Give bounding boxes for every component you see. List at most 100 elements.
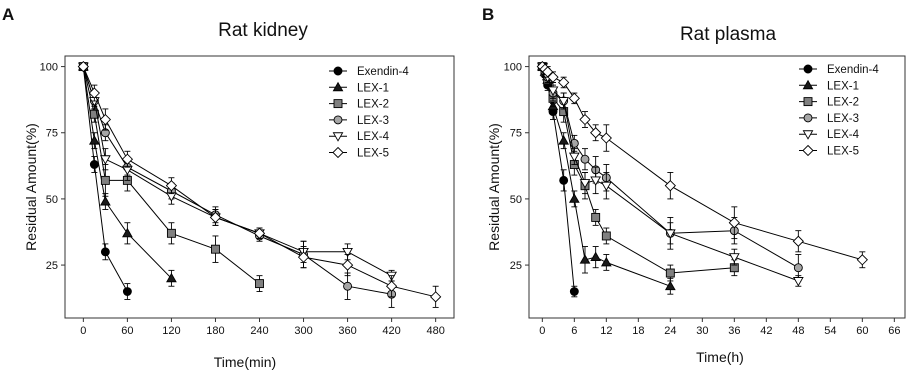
x-tick-label: 420 [382, 325, 400, 337]
data-point [99, 113, 112, 126]
data-point [211, 244, 220, 254]
legend-item: LEX-1 [329, 81, 389, 94]
data-point [89, 109, 99, 119]
panel-a-series [77, 60, 442, 308]
data-point [547, 71, 559, 83]
data-point [166, 272, 177, 283]
x-tick-label: 54 [824, 325, 836, 337]
data-point [590, 176, 602, 186]
series-lex-2 [537, 62, 739, 282]
series-line [82, 66, 392, 295]
data-point [209, 211, 222, 224]
data-point [728, 253, 740, 263]
x-tick-label: 24 [664, 325, 676, 337]
legend-marker [332, 132, 344, 142]
legend-item: LEX-4 [329, 131, 390, 143]
data-point [88, 135, 100, 145]
y-tick-label: 100 [504, 62, 522, 74]
x-tick-label: 180 [206, 325, 224, 337]
legend-marker [803, 97, 813, 107]
legend-label: LEX-3 [357, 115, 389, 127]
data-point [122, 227, 133, 238]
y-tick-label: 75 [46, 128, 58, 140]
series-lex-5 [536, 60, 868, 269]
legend-label: LEX-1 [357, 82, 389, 94]
data-point [99, 155, 111, 165]
x-tick-label: 480 [426, 325, 444, 337]
y-tick-label: 25 [46, 260, 58, 272]
x-tick-label: 360 [338, 325, 356, 337]
data-point [664, 280, 676, 291]
data-point [664, 229, 676, 239]
series-line [82, 66, 128, 292]
data-point [430, 291, 442, 303]
legend-marker [333, 99, 343, 109]
legend-label: LEX-5 [827, 146, 859, 158]
panel-b-letter: B [482, 5, 494, 24]
legend-item: LEX-3 [329, 115, 389, 127]
panel-b-title: Rat plasma [680, 24, 777, 45]
y-tick-label: 50 [510, 194, 522, 206]
data-point [579, 179, 591, 189]
data-point [600, 132, 612, 144]
legend-item: LEX-3 [799, 113, 859, 125]
panel-b: B Rat plasma 0 6 12 18 24 30 36 42 48 54 60 66 25 50 7… [482, 5, 906, 365]
x-tick-label: 66 [888, 325, 900, 337]
data-point [166, 228, 176, 238]
series-lex-3 [78, 62, 397, 308]
data-point [568, 193, 580, 203]
legend-label: Exendin-4 [357, 66, 409, 78]
data-point [165, 180, 178, 192]
data-point [590, 127, 602, 139]
y-tick-label: 100 [40, 62, 58, 74]
legend-marker [802, 79, 814, 90]
panel-a: A Rat kidney 0 60 120 180 240 300 360 420 480 25 5… [2, 5, 455, 370]
data-point [297, 251, 310, 263]
panel-a-axes: 0 60 120 180 240 300 360 420 480 25 50 75 100 [40, 62, 445, 337]
legend-item: LEX-2 [329, 99, 389, 111]
x-tick-label: 12 [600, 325, 612, 337]
legend-label: LEX-1 [827, 80, 859, 92]
legend-marker [332, 146, 344, 159]
data-point [385, 280, 398, 292]
legend-label: Exendin-4 [827, 64, 879, 76]
data-point [342, 247, 353, 258]
data-point [600, 181, 612, 192]
legend-item: LEX-5 [799, 144, 859, 158]
data-point [547, 86, 559, 96]
data-point [343, 281, 353, 291]
series-lex-5 [77, 60, 442, 308]
panel-b-plot-frame [528, 55, 906, 319]
data-point [856, 254, 868, 266]
data-point [559, 175, 569, 185]
data-point [99, 196, 111, 206]
legend-item: LEX-2 [799, 97, 859, 109]
x-tick-label: 0 [539, 325, 545, 337]
data-point [793, 263, 803, 273]
legend-marker [803, 113, 813, 123]
panel-b-x-axis-label: Time(h) [696, 349, 744, 365]
series-line [541, 66, 575, 292]
data-point [341, 259, 354, 271]
panel-b-legend: Exendin-4 LEX-1 LEX-2 LEX-3 LEX-4 LEX-5 [799, 64, 879, 158]
legend-item: LEX-1 [799, 79, 859, 92]
data-point [569, 287, 579, 296]
data-point [579, 113, 591, 126]
legend-label: LEX-4 [827, 129, 860, 141]
series-line [541, 66, 863, 261]
data-point [253, 227, 266, 239]
series-line [82, 66, 392, 277]
data-point [591, 212, 601, 222]
legend-label: LEX-4 [357, 131, 390, 143]
data-point [100, 175, 110, 185]
data-point [580, 154, 590, 164]
x-tick-label: 240 [250, 325, 268, 337]
data-point [89, 160, 99, 169]
data-point [665, 268, 675, 278]
data-point [664, 180, 676, 192]
data-point [792, 277, 804, 287]
data-point [568, 92, 580, 104]
x-tick-label: 60 [121, 325, 133, 337]
x-tick-label: 6 [571, 325, 577, 337]
